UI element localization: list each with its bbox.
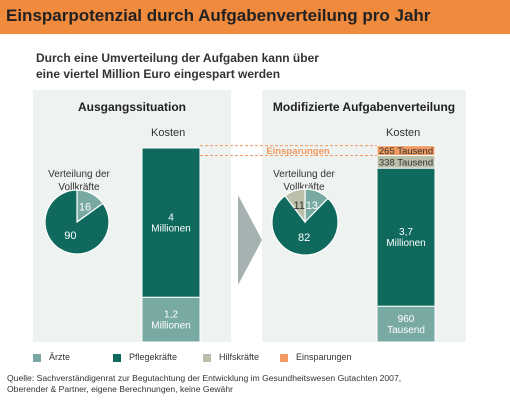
legend-item-aerzte: Ärzte	[33, 352, 70, 362]
verteilung-label-left: Verteilung der Vollkräfte	[39, 168, 119, 194]
bar-label-left-pflegekraefte-1: Millionen	[151, 224, 190, 235]
legend-label-pflegekraefte: Pflegekräfte	[129, 352, 178, 362]
bar-label-right-pflegekraefte-0: 3,7	[399, 227, 413, 238]
bar-segment-right-einsparungen	[376, 145, 436, 157]
chart-legend: Ärzte Pflegekräfte Hilfskräfte Einsparun…	[33, 352, 473, 366]
savings-annotation: Einsparungen	[266, 146, 330, 157]
bar-label-right-einsparungen-0: 265 Tausend	[379, 146, 433, 157]
pie-slice-right-pflegekraefte	[271, 194, 339, 256]
legend-label-einsparungen: Einsparungen	[296, 352, 352, 362]
verteilung-line-2-left: Vollkräfte	[58, 182, 100, 193]
transition-arrow	[238, 195, 262, 285]
pie-label-right-hilfskraefte: 11	[293, 200, 304, 212]
source-line-2: Oberender & Partner, eigene Berechnungen…	[7, 384, 233, 394]
verteilung-label-right: Verteilung der Vollkräfte	[264, 168, 344, 194]
legend-item-pflegekraefte: Pflegekräfte	[113, 352, 177, 362]
legend-item-einsparungen: Einsparungen	[280, 352, 352, 362]
bar-label-right-aerzte-1: Tausend	[387, 325, 425, 336]
pie-label-left-pflegekraefte: 90	[64, 230, 76, 242]
kosten-label-left: Kosten	[151, 127, 186, 139]
pie-label-right-aerzte: 13	[306, 200, 318, 212]
panel-title-left: Ausgangssituation	[77, 100, 186, 114]
legend-label-hilfskraefte: Hilfskräfte	[219, 352, 260, 362]
bar-label-right-aerzte-0: 960	[398, 314, 415, 325]
chart-subtitle: Durch eine Umverteilung der Aufgaben kan…	[36, 50, 476, 82]
bar-label-left-aerzte-0: 1,2	[164, 310, 178, 321]
bar-segment-left-pflegekraefte	[141, 147, 201, 298]
pie-label-right-pflegekraefte: 82	[298, 232, 310, 244]
legend-swatch-aerzte	[33, 353, 41, 362]
panel-title-right: Modifizierte Aufgabenverteilung	[272, 100, 456, 114]
source-note: Quelle: Sachverständigenrat zur Begutach…	[7, 373, 447, 395]
bar-label-left-pflegekraefte-0: 4	[168, 213, 174, 224]
bar-segment-right-pflegekraefte	[376, 167, 436, 307]
kosten-label-right: Kosten	[386, 127, 421, 139]
legend-label-aerzte: Ärzte	[49, 352, 71, 362]
header-bar: Einsparpotenzial durch Aufgabenverteilun…	[0, 0, 510, 34]
verteilung-line-1-right: Verteilung der	[273, 169, 335, 180]
bar-label-right-hilfskraefte-0: 338 Tausend	[379, 157, 433, 168]
legend-swatch-pflegekraefte	[113, 353, 121, 362]
legend-swatch-hilfskraefte	[203, 353, 211, 362]
bar-label-left-aerzte-1: Millionen	[151, 321, 190, 332]
pie-slice-right-hilfskraefte	[284, 188, 306, 224]
pie-label-left-aerzte: 16	[79, 201, 91, 213]
legend-item-hilfskraefte: Hilfskräfte	[203, 352, 259, 362]
subtitle-line-2: eine viertel Million Euro eingespart wer…	[36, 67, 281, 81]
source-line-1: Quelle: Sachverständigenrat zur Begutach…	[7, 373, 402, 383]
verteilung-line-2-right: Vollkräfte	[283, 182, 325, 193]
page-title: Einsparpotenzial durch Aufgabenverteilun…	[6, 6, 431, 25]
pie-slice-left-pflegekraefte	[44, 189, 110, 255]
bar-label-right-pflegekraefte-1: Millionen	[386, 238, 425, 249]
bar-segment-right-aerzte	[376, 305, 436, 343]
subtitle-line-1: Durch eine Umverteilung der Aufgaben kan…	[36, 51, 319, 65]
verteilung-line-1-left: Verteilung der	[48, 169, 110, 180]
legend-swatch-einsparungen	[280, 353, 288, 362]
